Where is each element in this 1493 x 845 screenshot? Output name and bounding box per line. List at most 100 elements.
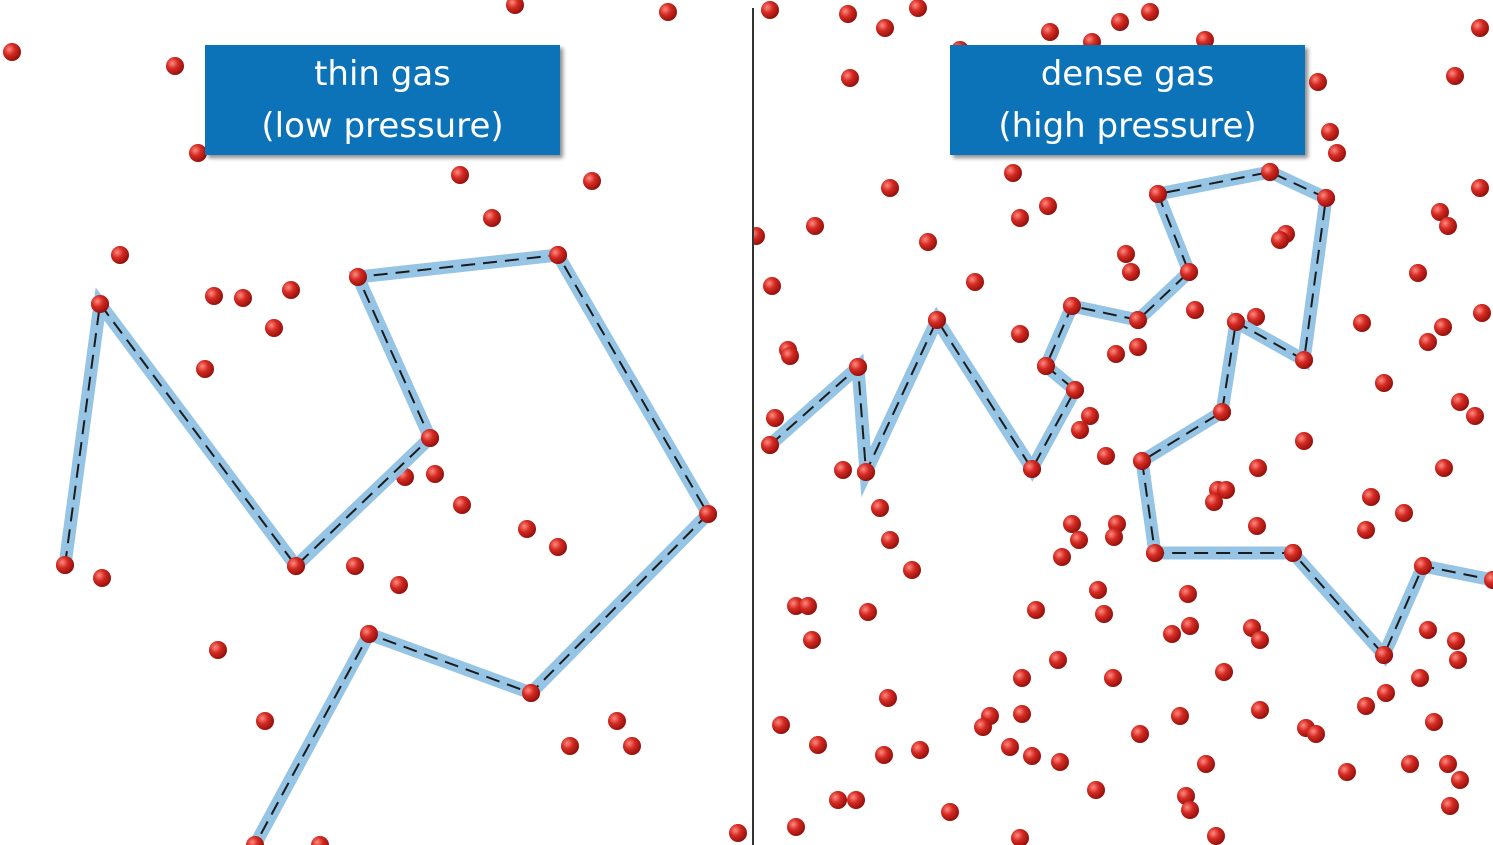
dense-gas-molecule (1435, 459, 1453, 477)
dense-gas-molecule (772, 716, 790, 734)
dense-gas-molecule (1089, 581, 1107, 599)
dense-gas-molecule (881, 531, 899, 549)
dense-gas-molecule (1027, 601, 1045, 619)
dense-gas-collision-molecule (1213, 403, 1231, 421)
dense-gas-molecule (1446, 67, 1464, 85)
dense-gas-molecule (1328, 144, 1346, 162)
thin-gas-molecule (256, 712, 274, 730)
dense-gas-collision-molecule (1295, 351, 1313, 369)
dense-gas-molecule (1249, 459, 1267, 477)
dense-gas-molecule (1013, 705, 1031, 723)
thin-gas-path-band (58, 248, 717, 845)
thin-gas-molecule (205, 287, 223, 305)
dense-gas-molecule (1401, 755, 1419, 773)
thin-gas-label-line2: (low pressure) (261, 106, 504, 146)
dense-gas-molecule (1004, 164, 1022, 182)
dense-gas-molecule (1186, 301, 1204, 319)
dense-gas-molecule (847, 791, 865, 809)
dense-gas-molecule (799, 597, 817, 615)
dense-gas-molecule (1419, 621, 1437, 639)
dense-gas-collision-molecule (1149, 185, 1167, 203)
thin-gas-collision-molecule (699, 505, 717, 523)
dense-gas-molecule (1011, 325, 1029, 343)
dense-gas-molecule (1353, 314, 1371, 332)
dense-gas-molecule (1063, 515, 1081, 533)
dense-gas-molecule (1466, 407, 1484, 425)
dense-gas-molecule (1251, 701, 1269, 719)
dense-gas-molecule (1411, 669, 1429, 687)
dense-gas-molecule (809, 736, 827, 754)
dense-gas-molecule (1049, 651, 1067, 669)
thin-gas-panel (3, 0, 747, 845)
thin-gas-molecule (583, 172, 601, 190)
dense-gas-collision-molecule (1129, 311, 1147, 329)
dense-gas-molecule (859, 603, 877, 621)
dense-gas-molecule (1447, 632, 1465, 650)
dense-gas-molecule (1122, 263, 1140, 281)
dense-gas-molecule (1419, 333, 1437, 351)
thin-gas-molecule (451, 166, 469, 184)
thin-gas-molecule (111, 246, 129, 264)
dense-gas-molecule (903, 561, 921, 579)
dense-gas-molecule (1129, 338, 1147, 356)
thin-gas-collision-molecule (421, 429, 439, 447)
thin-gas-label: thin gas (low pressure) (205, 45, 560, 155)
dense-gas-path-dashes (769, 170, 1493, 657)
thin-gas-collision-molecule (246, 836, 264, 845)
dense-gas-molecule (1097, 447, 1115, 465)
dense-gas-molecule (1207, 827, 1225, 845)
dense-gas-molecule (1362, 488, 1380, 506)
thin-gas-molecule (234, 289, 252, 307)
dense-gas-molecule (1104, 669, 1122, 687)
dense-gas-collision-molecule (1037, 357, 1055, 375)
thin-gas-collision-molecule (360, 625, 378, 643)
dense-gas-molecule (1039, 197, 1057, 215)
dense-gas-collision-molecule (857, 463, 875, 481)
thin-gas-molecule (506, 0, 524, 14)
dense-gas-panel (754, 0, 1493, 845)
dense-gas-molecule (1087, 781, 1105, 799)
dense-gas-molecule (1251, 631, 1269, 649)
thin-gas-molecule (623, 737, 641, 755)
dense-gas-molecule (1439, 755, 1457, 773)
dense-gas-molecule (881, 179, 899, 197)
dense-gas-path-band (765, 165, 1493, 667)
thin-gas-label-line1: thin gas (314, 54, 451, 94)
dense-gas-molecule (1295, 432, 1313, 450)
dense-gas-molecule (1357, 697, 1375, 715)
dense-gas-molecule (1247, 308, 1265, 326)
dense-gas-collision-molecule (849, 358, 867, 376)
dense-gas-molecule (841, 69, 859, 87)
thin-gas-collision-molecule (287, 557, 305, 575)
thin-gas-molecule (3, 43, 21, 61)
dense-gas-molecule (974, 718, 992, 736)
dense-gas-molecule (1181, 801, 1199, 819)
dense-gas-label-line2: (high pressure) (998, 106, 1257, 146)
thin-gas-random-walk-path (56, 246, 717, 845)
dense-gas-collision-molecule (1066, 381, 1084, 399)
dense-gas-collision-molecule (928, 311, 946, 329)
dense-gas-collision-molecule (1484, 571, 1493, 589)
dense-gas-molecule (1205, 493, 1223, 511)
thin-gas-molecule (93, 569, 111, 587)
dense-gas-molecule (1357, 521, 1375, 539)
thin-gas-molecule (483, 209, 501, 227)
dense-gas-collision-molecule (1227, 313, 1245, 331)
dense-gas-molecule (1071, 421, 1089, 439)
dense-gas-molecule (1338, 763, 1356, 781)
dense-gas-molecule (1117, 245, 1135, 263)
dense-gas-random-walk-path (761, 163, 1493, 667)
thin-gas-path-dashes (64, 253, 710, 845)
dense-gas-molecule (1217, 481, 1235, 499)
dense-gas-molecule (754, 227, 765, 245)
dense-gas-collision-molecule (1375, 646, 1393, 664)
thin-gas-collision-molecule (56, 556, 74, 574)
dense-gas-molecule (1441, 797, 1459, 815)
dense-gas-molecule (1177, 787, 1195, 805)
dense-gas-molecule (1377, 684, 1395, 702)
dense-gas-molecule (875, 746, 893, 764)
dense-gas-molecule (1431, 203, 1449, 221)
dense-gas-molecule (803, 631, 821, 649)
thin-gas-molecule (659, 3, 677, 21)
